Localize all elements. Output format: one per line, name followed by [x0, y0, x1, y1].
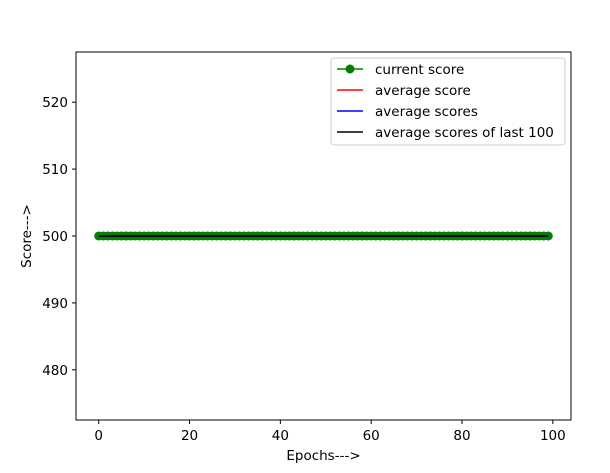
y-tick-label: 480 — [42, 363, 68, 379]
x-tick-label: 20 — [181, 428, 198, 444]
x-tick-label: 0 — [94, 428, 103, 444]
x-tick-label: 80 — [453, 428, 470, 444]
legend-label-average-scores-of-last-100: average scores of last 100 — [375, 125, 554, 141]
legend: current score average score average scor… — [330, 57, 566, 146]
y-axis: 480 490 500 510 520 — [42, 95, 76, 379]
y-axis-label: Score---> — [19, 204, 35, 268]
legend-marker-current-score — [345, 64, 355, 74]
x-tick-label: 60 — [363, 428, 380, 444]
series-layer — [94, 231, 553, 241]
y-tick-label: 500 — [42, 229, 68, 245]
legend-label-average-scores: average scores — [375, 104, 478, 120]
x-axis: 0 20 40 60 80 100 — [94, 420, 566, 444]
x-tick-label: 100 — [540, 428, 566, 444]
y-tick-label: 490 — [42, 296, 68, 312]
y-tick-label: 520 — [42, 95, 68, 111]
legend-label-average-score: average score — [375, 83, 471, 99]
legend-box — [330, 57, 566, 146]
x-tick-label: 40 — [272, 428, 289, 444]
y-tick-label: 510 — [42, 162, 68, 178]
x-axis-label: Epochs---> — [286, 448, 360, 464]
legend-label-current-score: current score — [375, 62, 464, 78]
